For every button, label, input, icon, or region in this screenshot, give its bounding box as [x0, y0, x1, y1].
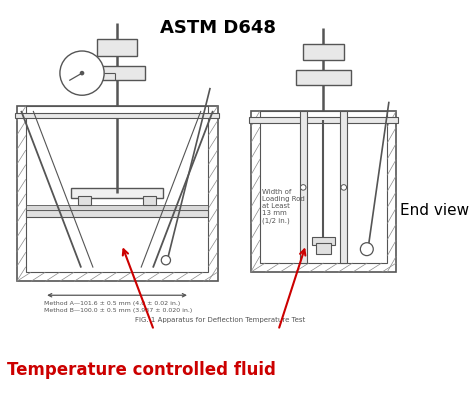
Circle shape — [301, 185, 306, 190]
Circle shape — [80, 71, 84, 75]
Text: Width of
Loading Rod
at Least
13 mm
(1/2 in.): Width of Loading Rod at Least 13 mm (1/2… — [262, 189, 304, 224]
Bar — [260, 111, 387, 263]
Bar — [97, 39, 137, 55]
Text: End view: End view — [400, 203, 469, 218]
Text: ASTM D648: ASTM D648 — [160, 19, 276, 37]
Bar — [316, 243, 331, 254]
Bar — [17, 106, 218, 282]
Text: Method A—101.6 ± 0.5 mm (4.0 ± 0.02 in.): Method A—101.6 ± 0.5 mm (4.0 ± 0.02 in.) — [44, 301, 181, 306]
Bar — [71, 188, 163, 197]
Bar — [249, 118, 398, 123]
Circle shape — [341, 185, 346, 190]
Bar — [340, 111, 347, 263]
Circle shape — [360, 243, 373, 256]
Circle shape — [161, 256, 171, 265]
Bar — [26, 106, 208, 272]
Bar — [26, 211, 208, 217]
Bar — [296, 70, 351, 85]
Bar — [312, 237, 335, 244]
Bar — [251, 111, 396, 272]
Bar — [26, 205, 208, 211]
Bar — [78, 196, 91, 205]
Text: FIG. 1 Apparatus for Deflection Temperature Test: FIG. 1 Apparatus for Deflection Temperat… — [135, 317, 305, 324]
Bar — [15, 113, 219, 118]
Bar — [90, 66, 145, 80]
Bar — [303, 44, 344, 60]
Circle shape — [60, 51, 104, 95]
Text: Method B—100.0 ± 0.5 mm (3.937 ± 0.020 in.): Method B—100.0 ± 0.5 mm (3.937 ± 0.020 i… — [44, 308, 192, 313]
Bar — [300, 111, 307, 263]
Bar — [143, 196, 156, 205]
Text: Temperature controlled fluid: Temperature controlled fluid — [8, 361, 276, 379]
